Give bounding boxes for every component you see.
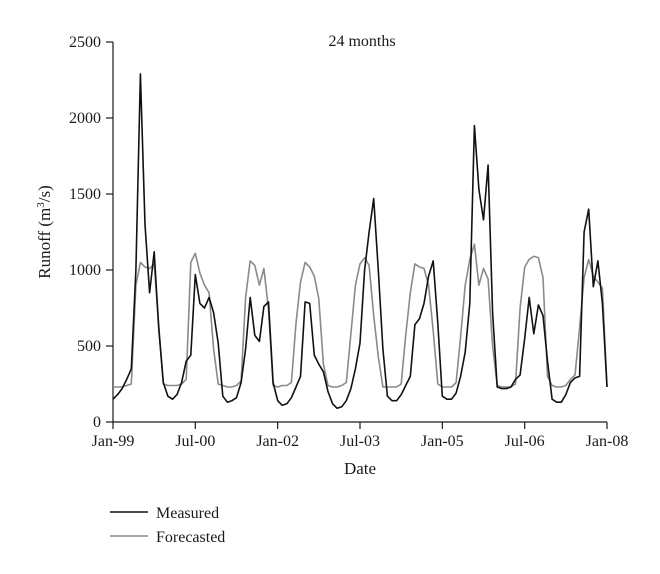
x-tick-label: Jul-06 bbox=[505, 433, 545, 450]
series-layer bbox=[112, 73, 608, 410]
x-axis-ticks: Jan-99 Jul-00 Jan-02 Jul-03 Jan-05 Jul-06 Jan-… bbox=[92, 422, 629, 450]
x-tick-label: Jan-99 bbox=[92, 433, 135, 450]
legend-label-measured: Measured bbox=[156, 505, 219, 522]
y-tick-label: 2500 bbox=[69, 34, 101, 51]
x-tick-label: Jul-00 bbox=[175, 433, 215, 450]
y-tick-label: 1500 bbox=[69, 186, 101, 203]
y-axis-ticks: 0 500 1000 1500 2000 2500 bbox=[69, 34, 113, 431]
x-axis-title: Date bbox=[344, 459, 376, 478]
chart-title: 24 months bbox=[328, 33, 395, 50]
series-line-measured bbox=[112, 73, 608, 410]
legend: Measured Forecasted bbox=[110, 505, 225, 546]
x-tick-label: Jan-05 bbox=[421, 433, 464, 450]
x-tick-label: Jan-02 bbox=[256, 433, 299, 450]
y-axis-title: Runoff (m3/s) bbox=[35, 185, 54, 279]
y-tick-label: 1000 bbox=[69, 262, 101, 279]
legend-label-forecasted: Forecasted bbox=[156, 529, 225, 546]
x-tick-label: Jan-08 bbox=[586, 433, 629, 450]
y-tick-label: 0 bbox=[93, 414, 101, 431]
series-line-forecasted bbox=[113, 243, 608, 388]
y-tick-label: 500 bbox=[77, 338, 101, 355]
x-tick-label: Jul-03 bbox=[340, 433, 380, 450]
y-tick-label: 2000 bbox=[69, 110, 101, 127]
